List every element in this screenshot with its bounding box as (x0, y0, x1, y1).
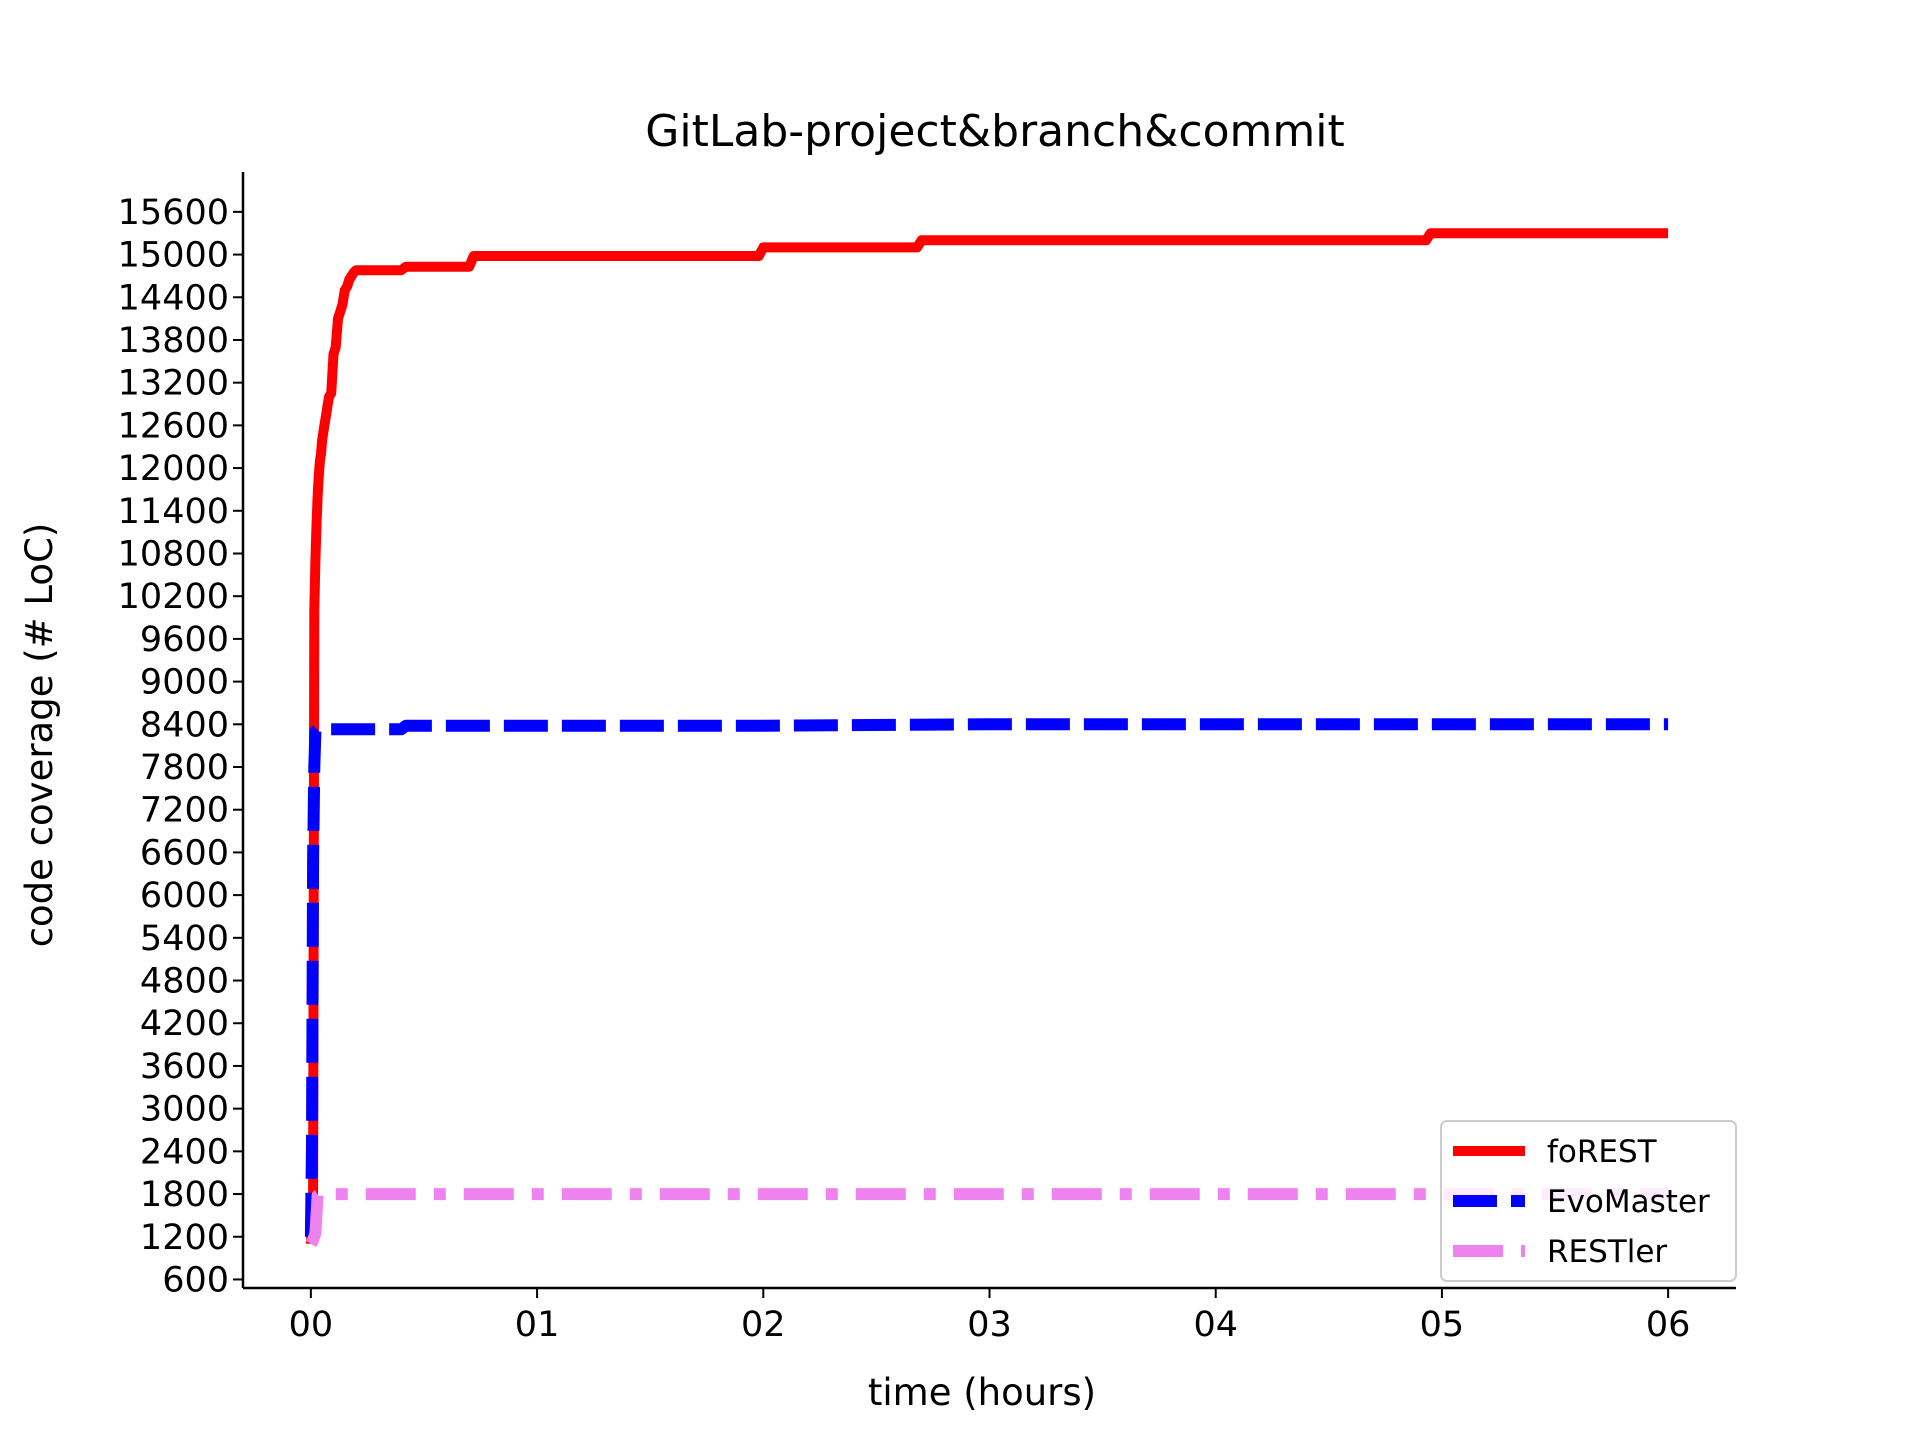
x-tick-label: 02 (741, 1305, 786, 1345)
chart-title: GitLab-project&branch&commit (645, 106, 1344, 157)
y-tick-label: 13800 (118, 321, 229, 361)
y-tick-label: 6600 (140, 833, 229, 873)
y-tick-label: 10800 (118, 534, 229, 574)
y-tick-label: 7200 (140, 791, 229, 831)
legend-label: foREST (1547, 1134, 1658, 1170)
y-tick-label: 3000 (140, 1090, 229, 1130)
legend-label: EvoMaster (1547, 1184, 1710, 1220)
y-tick-label: 600 (162, 1260, 229, 1300)
y-tick-label: 15600 (118, 193, 229, 233)
y-tick-label: 15000 (118, 236, 229, 276)
series-line-restler (305, 1188, 1669, 1248)
series-line-forest (305, 228, 1669, 1245)
series-layer (304, 228, 1669, 1248)
y-tick-label: 4200 (140, 1004, 229, 1044)
y-tick-label: 12600 (118, 406, 229, 446)
y-tick-label: 9600 (140, 620, 229, 660)
plot-axes: 00 01 02 03 04 05 06 60012001800240030003600420… (118, 172, 1736, 1345)
x-tick-label: 06 (1646, 1305, 1691, 1345)
y-tick-label: 8400 (140, 705, 229, 745)
y-tick-label: 5400 (140, 919, 229, 959)
y-tick-label: 14400 (118, 278, 229, 318)
x-tick-label: 01 (515, 1305, 560, 1345)
y-tick-label: 1800 (140, 1175, 229, 1215)
y-tick-label: 1200 (140, 1218, 229, 1258)
y-tick-label: 13200 (118, 364, 229, 404)
x-tick-label: 00 (289, 1305, 334, 1345)
legend-box (1440, 1120, 1737, 1282)
y-tick-label: 4800 (140, 962, 229, 1002)
x-tick-label: 04 (1193, 1305, 1238, 1345)
x-axis-title: time (hours) (868, 1371, 1096, 1414)
x-tick-label: 05 (1420, 1305, 1465, 1345)
legend: foREST EvoMaster RESTler (1440, 1120, 1737, 1282)
y-axis-title: code coverage (# LoC) (18, 523, 61, 948)
y-tick-label: 10200 (118, 577, 229, 617)
y-tick-label: 6000 (140, 876, 229, 916)
legend-label: RESTler (1547, 1234, 1667, 1270)
y-tick-label: 7800 (140, 748, 229, 788)
y-tick-label: 3600 (140, 1047, 229, 1087)
y-tick-label: 9000 (140, 663, 229, 703)
y-tick-label: 12000 (118, 449, 229, 489)
y-tick-label: 2400 (140, 1132, 229, 1172)
series-line-evomaster (304, 718, 1669, 1237)
y-tick-label: 11400 (118, 492, 229, 532)
x-tick-label: 03 (967, 1305, 1012, 1345)
